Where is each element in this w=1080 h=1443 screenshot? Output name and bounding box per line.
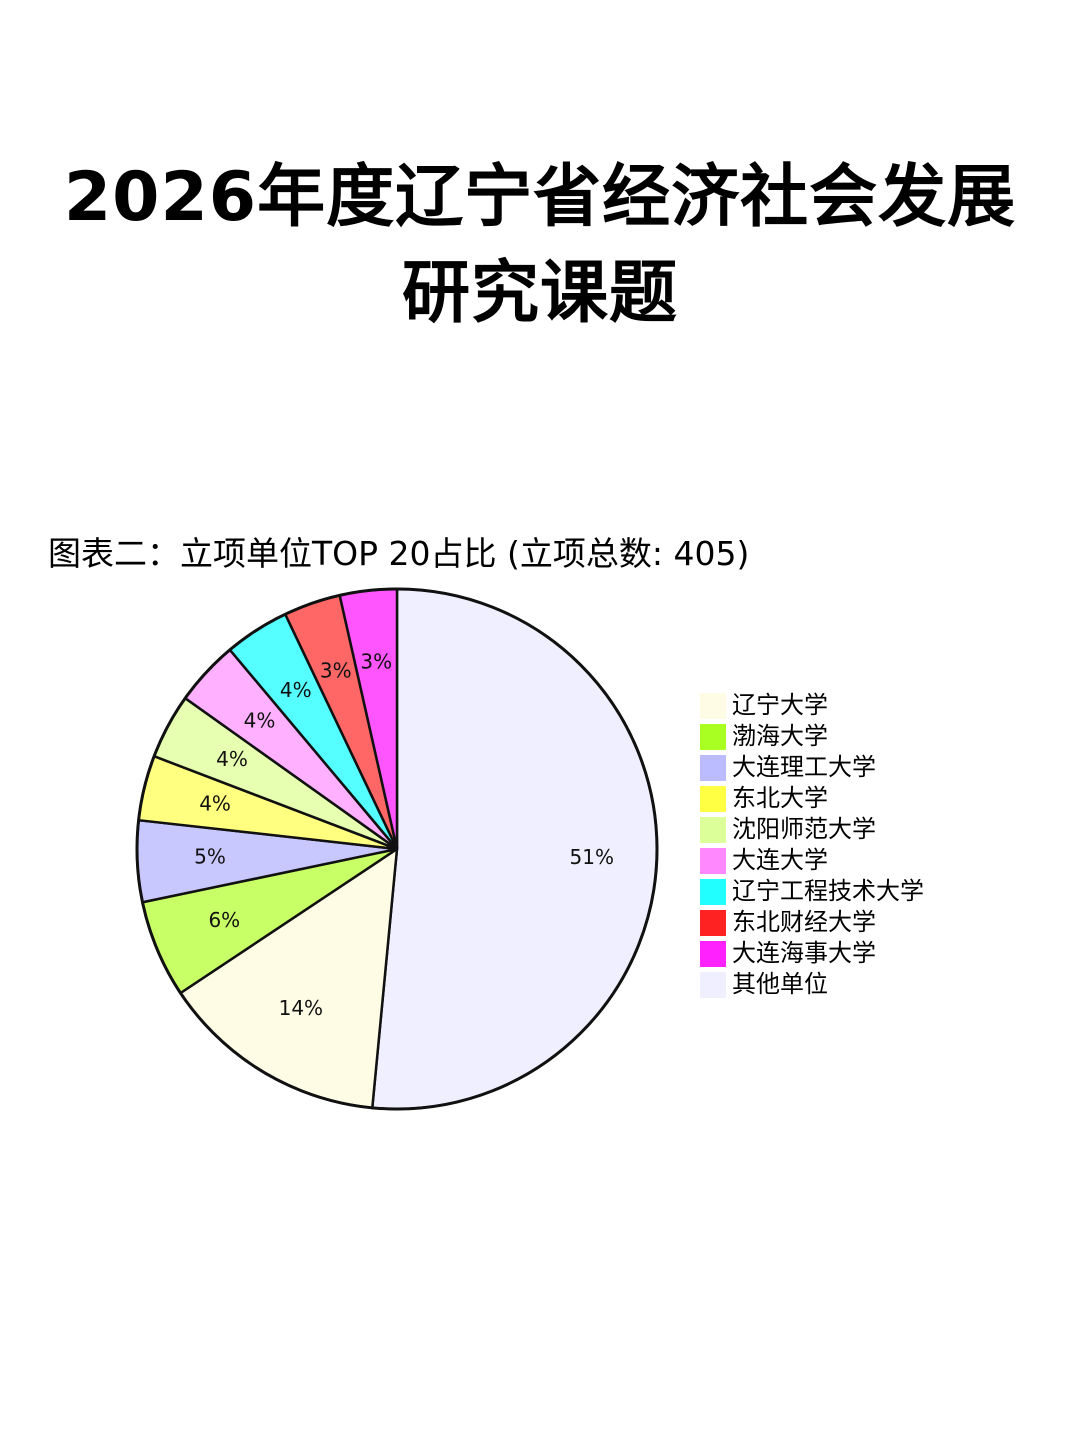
pie-outline xyxy=(135,587,659,1111)
legend-label: 东北大学 xyxy=(732,784,828,812)
legend-label: 辽宁大学 xyxy=(732,691,828,719)
slice-label-1: 14% xyxy=(279,996,323,1020)
legend-item: 沈阳师范大学 xyxy=(700,814,924,845)
page-title-line-1: 2026年度辽宁省经济社会发展 xyxy=(63,158,1017,237)
slice-label-4: 4% xyxy=(199,791,231,815)
legend-swatch xyxy=(700,754,726,781)
legend-swatch xyxy=(700,971,726,998)
legend-item: 渤海大学 xyxy=(700,721,924,752)
legend-swatch xyxy=(700,909,726,936)
legend-swatch xyxy=(700,692,726,719)
legend-label: 辽宁工程技术大学 xyxy=(732,877,924,905)
slice-label-3: 5% xyxy=(194,844,226,868)
legend-swatch xyxy=(700,816,726,843)
slice-label-0: 51% xyxy=(570,845,614,869)
legend-item: 东北财经大学 xyxy=(700,907,924,938)
legend-swatch xyxy=(700,847,726,874)
legend-label: 其他单位 xyxy=(732,970,828,998)
legend-swatch xyxy=(700,940,726,967)
slice-label-8: 3% xyxy=(320,659,352,683)
slice-label-2: 6% xyxy=(208,908,240,932)
legend-item: 辽宁工程技术大学 xyxy=(700,876,924,907)
legend-label: 沈阳师范大学 xyxy=(732,815,876,843)
slice-label-5: 4% xyxy=(216,747,248,771)
legend-item: 大连海事大学 xyxy=(700,938,924,969)
legend-swatch xyxy=(700,878,726,905)
slice-label-7: 4% xyxy=(280,678,312,702)
page-title-line-2: 研究课题 xyxy=(401,254,678,333)
legend-item: 大连大学 xyxy=(700,845,924,876)
pie-slice-0 xyxy=(370,587,659,1111)
chart-title: 图表二：立项单位TOP 20占比 (立项总数: 405) xyxy=(48,534,750,573)
legend-label: 渤海大学 xyxy=(732,722,828,750)
legend-item: 其他单位 xyxy=(700,969,924,1000)
slice-label-6: 4% xyxy=(244,708,276,732)
legend-label: 大连大学 xyxy=(732,846,828,874)
chart-legend: 辽宁大学渤海大学大连理工大学 东北大学沈阳师范大学 大连大学辽宁工程技术大学 东北财经… xyxy=(700,690,924,1000)
legend-label: 大连理工大学 xyxy=(732,753,876,781)
page-title: 2026年度辽宁省经济社会发展 研究课题 xyxy=(0,150,1080,342)
legend-item: 大连理工大学 xyxy=(700,752,924,783)
legend-swatch xyxy=(700,723,726,750)
legend-item: 东北大学 xyxy=(700,783,924,814)
slice-label-9: 3% xyxy=(360,649,392,673)
legend-swatch xyxy=(700,785,726,812)
legend-label: 东北财经大学 xyxy=(732,908,876,936)
legend-item: 辽宁大学 xyxy=(700,690,924,721)
legend-label: 大连海事大学 xyxy=(732,939,876,967)
